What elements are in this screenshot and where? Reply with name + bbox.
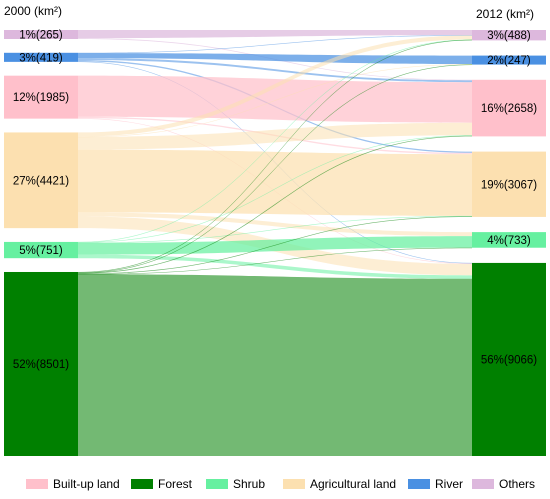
legend-label-shrub: Shrub bbox=[233, 477, 265, 491]
right-node-label-agricultural-land: 19%(3067) bbox=[481, 179, 537, 191]
legend-swatch-built-up-land bbox=[26, 479, 48, 489]
legend-swatch-forest bbox=[131, 479, 153, 489]
flow-agricultural-land-to-river bbox=[78, 63, 472, 138]
right-node-river bbox=[472, 55, 546, 65]
flow-forest-to-agricultural-land bbox=[78, 216, 472, 275]
left-node-label-others: 1%(265) bbox=[19, 30, 63, 42]
right-node-label-river: 2%(247) bbox=[487, 55, 531, 67]
legend-swatch-agricultural-land bbox=[283, 479, 305, 489]
right-node-label-others: 3%(488) bbox=[487, 30, 531, 42]
legend-label-forest: Forest bbox=[158, 477, 193, 491]
left-node-label-river: 3%(419) bbox=[19, 52, 63, 64]
legend-label-river: River bbox=[435, 477, 463, 491]
flow-forest-to-river bbox=[78, 64, 472, 274]
right-node-label-shrub: 4%(733) bbox=[487, 235, 531, 247]
legend-swatch-others bbox=[472, 479, 494, 489]
right-node-built-up-land bbox=[472, 79, 546, 137]
right-node-agricultural-land bbox=[472, 151, 546, 217]
left-node-shrub bbox=[4, 241, 78, 259]
left-axis-title: 2000 (km²) bbox=[4, 4, 62, 18]
left-node-label-shrub: 5%(751) bbox=[19, 245, 63, 257]
legend-label-built-up-land: Built-up land bbox=[53, 477, 120, 491]
left-node-built-up-land bbox=[4, 75, 78, 119]
left-node-forest bbox=[4, 271, 78, 456]
flow-built-up-land-to-built-up-land bbox=[78, 75, 472, 123]
flow-forest-to-shrub bbox=[78, 247, 472, 275]
flow-river-to-river bbox=[78, 53, 472, 64]
right-axis-title: 2012 (km²) bbox=[476, 7, 534, 21]
right-node-label-built-up-land: 16%(2658) bbox=[481, 103, 537, 115]
legend-swatch-river bbox=[408, 479, 430, 489]
left-node-river bbox=[4, 52, 78, 62]
flow-shrub-to-built-up-land bbox=[78, 135, 472, 243]
left-node-agricultural-land bbox=[4, 132, 78, 229]
legend: Built-up land Forest Shrub Agricultural lan… bbox=[26, 477, 535, 491]
right-node-others bbox=[472, 30, 546, 41]
flow-agricultural-land-to-others bbox=[78, 35, 472, 137]
flow-river-to-built-up-land bbox=[78, 58, 472, 83]
right-nodes-group: 3%(488) 2%(247) 16%(2658) 19%(3067) 4%(733) 5… bbox=[472, 30, 546, 456]
legend-swatch-shrub bbox=[206, 479, 228, 489]
flow-river-to-others bbox=[78, 35, 472, 54]
flow-shrub-to-forest bbox=[78, 254, 472, 279]
right-node-label-forest: 56%(9066) bbox=[481, 354, 537, 366]
left-node-label-built-up-land: 12%(1985) bbox=[13, 92, 69, 104]
flow-agricultural-land-to-built-up-land bbox=[78, 122, 472, 150]
flow-agricultural-land-to-shrub bbox=[78, 212, 472, 237]
left-node-others bbox=[4, 30, 78, 39]
flow-agricultural-land-to-agricultural-land bbox=[78, 149, 472, 216]
flow-forest-to-others bbox=[78, 39, 472, 273]
left-nodes-group: 1%(265) 3%(419) 12%(1985) 27%(4421) 5%(751) 5… bbox=[4, 30, 78, 456]
flow-shrub-to-others bbox=[78, 39, 472, 243]
right-node-forest bbox=[472, 262, 546, 456]
left-node-label-agricultural-land: 27%(4421) bbox=[13, 175, 69, 187]
flow-shrub-to-agricultural-land bbox=[78, 215, 472, 244]
flows-group bbox=[78, 30, 472, 456]
right-node-shrub bbox=[472, 232, 546, 248]
flow-others-to-others bbox=[78, 30, 472, 39]
legend-label-others: Others bbox=[499, 477, 535, 491]
flow-forest-to-built-up-land bbox=[78, 135, 472, 274]
left-node-label-forest: 52%(8501) bbox=[13, 359, 69, 371]
flow-forest-to-forest bbox=[78, 274, 472, 456]
legend-label-agricultural-land: Agricultural land bbox=[310, 477, 396, 491]
